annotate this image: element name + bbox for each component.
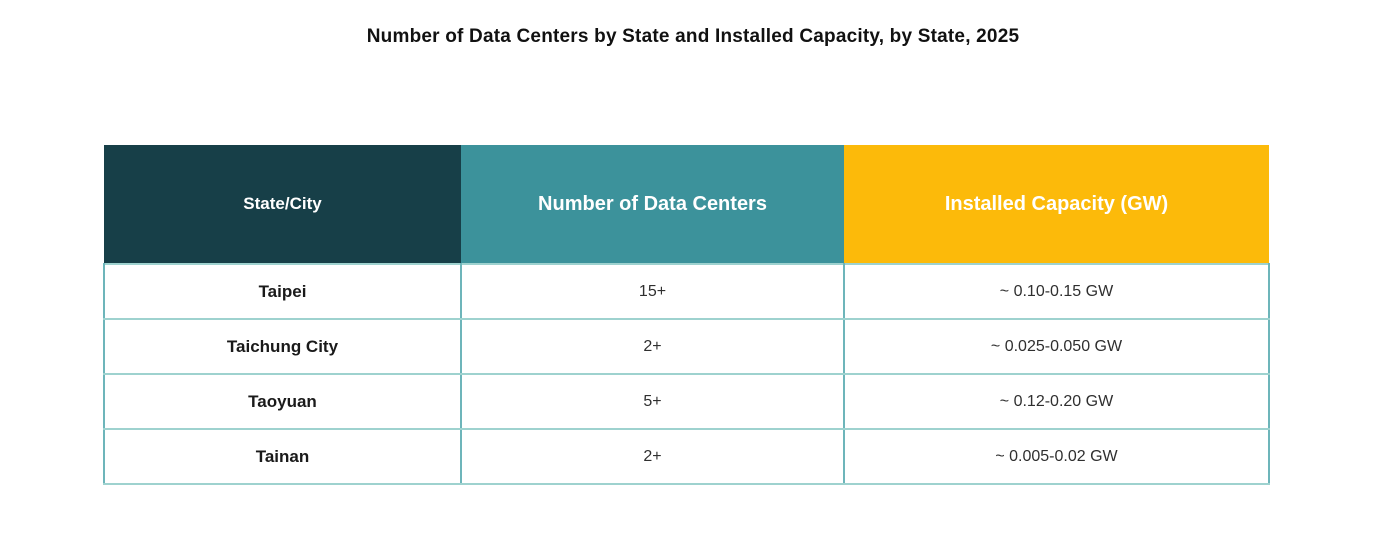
table-body: Taipei 15+ ~ 0.10-0.15 GW Taichung City … [103, 263, 1270, 485]
cell-capacity: ~ 0.025-0.050 GW [843, 318, 1270, 375]
cell-capacity: ~ 0.005-0.02 GW [843, 428, 1270, 485]
figure-title: Number of Data Centers by State and Inst… [366, 26, 1020, 47]
table-row: Taichung City 2+ ~ 0.025-0.050 GW [103, 318, 1270, 375]
table-row: Taoyuan 5+ ~ 0.12-0.20 GW [103, 373, 1270, 430]
cell-count: 15+ [460, 263, 845, 320]
table-row: Tainan 2+ ~ 0.005-0.02 GW [103, 428, 1270, 485]
cell-city: Tainan [103, 428, 462, 485]
table-header: State/City Number of Data Centers Instal… [104, 145, 1269, 264]
cell-count: 2+ [460, 428, 845, 485]
header-row: State/City Number of Data Centers Instal… [104, 145, 1269, 264]
header-cell-state-city: State/City [104, 145, 461, 264]
header-cell-data-centers: Number of Data Centers [461, 145, 844, 264]
cell-capacity: ~ 0.12-0.20 GW [843, 373, 1270, 430]
table-row: Taipei 15+ ~ 0.10-0.15 GW [103, 263, 1270, 320]
header-cell-installed-capacity: Installed Capacity (GW) [844, 145, 1269, 264]
cell-count: 5+ [460, 373, 845, 430]
cell-city: Taipei [103, 263, 462, 320]
cell-city: Taichung City [103, 318, 462, 375]
cell-capacity: ~ 0.10-0.15 GW [843, 263, 1270, 320]
cell-city: Taoyuan [103, 373, 462, 430]
data-table: State/City Number of Data Centers Instal… [103, 145, 1270, 485]
cell-count: 2+ [460, 318, 845, 375]
